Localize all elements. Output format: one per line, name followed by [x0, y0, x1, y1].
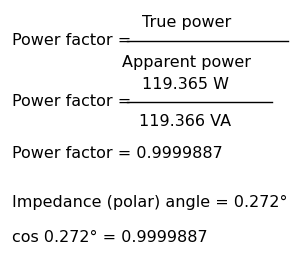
Text: Power factor =: Power factor = [12, 33, 136, 48]
Text: Power factor = 0.9999887: Power factor = 0.9999887 [12, 146, 223, 161]
Text: True power: True power [142, 15, 232, 30]
Text: 119.366 VA: 119.366 VA [139, 114, 232, 129]
Text: Power factor =: Power factor = [12, 94, 136, 109]
Text: 119.365 W: 119.365 W [142, 77, 229, 92]
Text: Apparent power: Apparent power [122, 55, 251, 70]
Text: cos 0.272° = 0.9999887: cos 0.272° = 0.9999887 [12, 230, 207, 245]
Text: Impedance (polar) angle = 0.272°: Impedance (polar) angle = 0.272° [12, 195, 287, 210]
